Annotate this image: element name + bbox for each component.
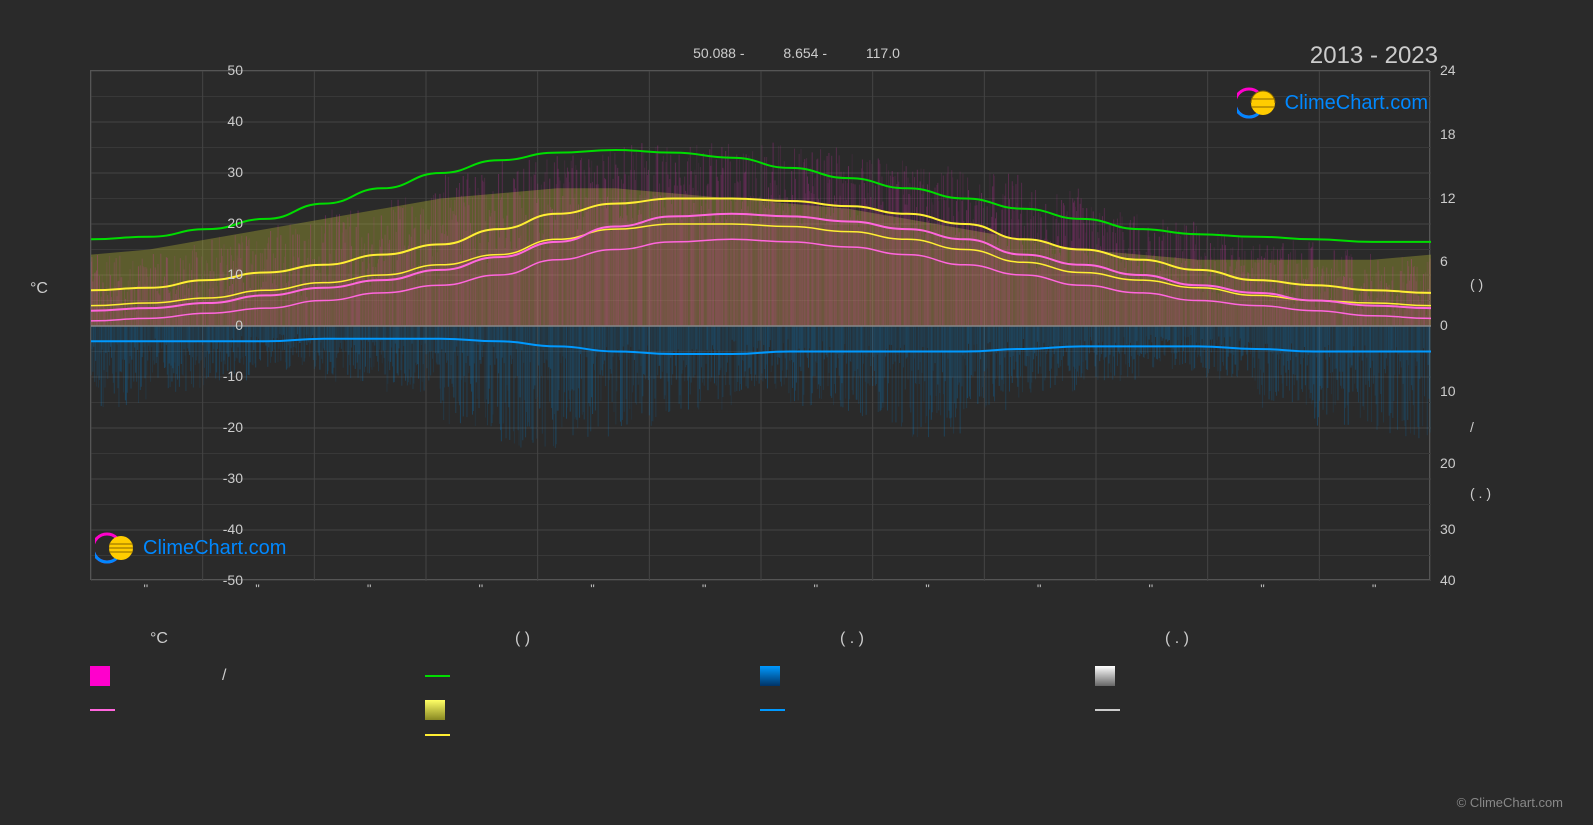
legend-row-3 [90,734,1430,736]
legend-header-3: ( . ) [780,630,1105,648]
y-tick-right: 6 [1440,253,1448,269]
legend-header-1: °C [90,630,415,648]
logo-icon [95,530,135,566]
x-tick: '' [367,582,372,596]
legend-line-pink [90,709,115,711]
y-tick-left: -50 [223,572,243,588]
logo-top: ClimeChart.com [1237,85,1428,121]
x-tick: '' [1372,582,1377,596]
x-tick: '' [925,582,930,596]
legend-gradient-gray [1095,666,1115,686]
logo-icon [1237,85,1277,121]
logo-bottom: ClimeChart.com [95,530,286,566]
y-tick-left: -40 [223,521,243,537]
x-tick: '' [814,582,819,596]
legend-header-2: ( ) [415,630,780,648]
y-tick-left: -20 [223,419,243,435]
y-tick-right: 30 [1440,521,1456,537]
x-tick: '' [1260,582,1265,596]
x-tick: '' [255,582,260,596]
y-tick-right: 12 [1440,190,1456,206]
x-tick: '' [144,582,149,596]
y-tick-right: 18 [1440,126,1456,142]
legend-gradient-blue [760,666,780,686]
y-tick-left: 40 [227,113,243,129]
y-tick-right: 0 [1440,317,1448,333]
copyright: © ClimeChart.com [1457,795,1563,810]
legend-row-2 [90,700,1430,720]
legend-swatch-pink [90,666,110,686]
legend-line-gray [1095,709,1120,711]
x-tick: '' [590,582,595,596]
x-tick: '' [702,582,707,596]
x-tick: '' [1149,582,1154,596]
y-tick-left: -10 [223,368,243,384]
chart-container [90,40,1430,580]
left-axis-label: °C [30,280,48,298]
y-tick-right: 24 [1440,62,1456,78]
y-tick-left: 20 [227,215,243,231]
y-tick-left: 30 [227,164,243,180]
y-tick-right: 20 [1440,455,1456,471]
x-tick: '' [1037,582,1042,596]
y-tick-left: 10 [227,266,243,282]
legend-line-green [425,675,450,677]
legend-gradient-yellow [425,700,445,720]
legend-line-yellow [425,734,450,736]
legend: °C ( ) ( . ) ( . ) / [90,630,1430,736]
legend-header-4: ( . ) [1105,630,1430,648]
y-tick-left: -30 [223,470,243,486]
plot-area [90,70,1430,580]
y-tick-right: 40 [1440,572,1456,588]
y-tick-right: 10 [1440,383,1456,399]
legend-headers: °C ( ) ( . ) ( . ) [90,630,1430,648]
x-tick: '' [479,582,484,596]
y-tick-left: 50 [227,62,243,78]
legend-line-blue [760,709,785,711]
logo-text-bottom: ClimeChart.com [143,537,286,560]
chart-svg [91,71,1431,581]
legend-row-1: / [90,666,1430,686]
logo-text-top: ClimeChart.com [1285,92,1428,115]
y-tick-left: 0 [235,317,243,333]
